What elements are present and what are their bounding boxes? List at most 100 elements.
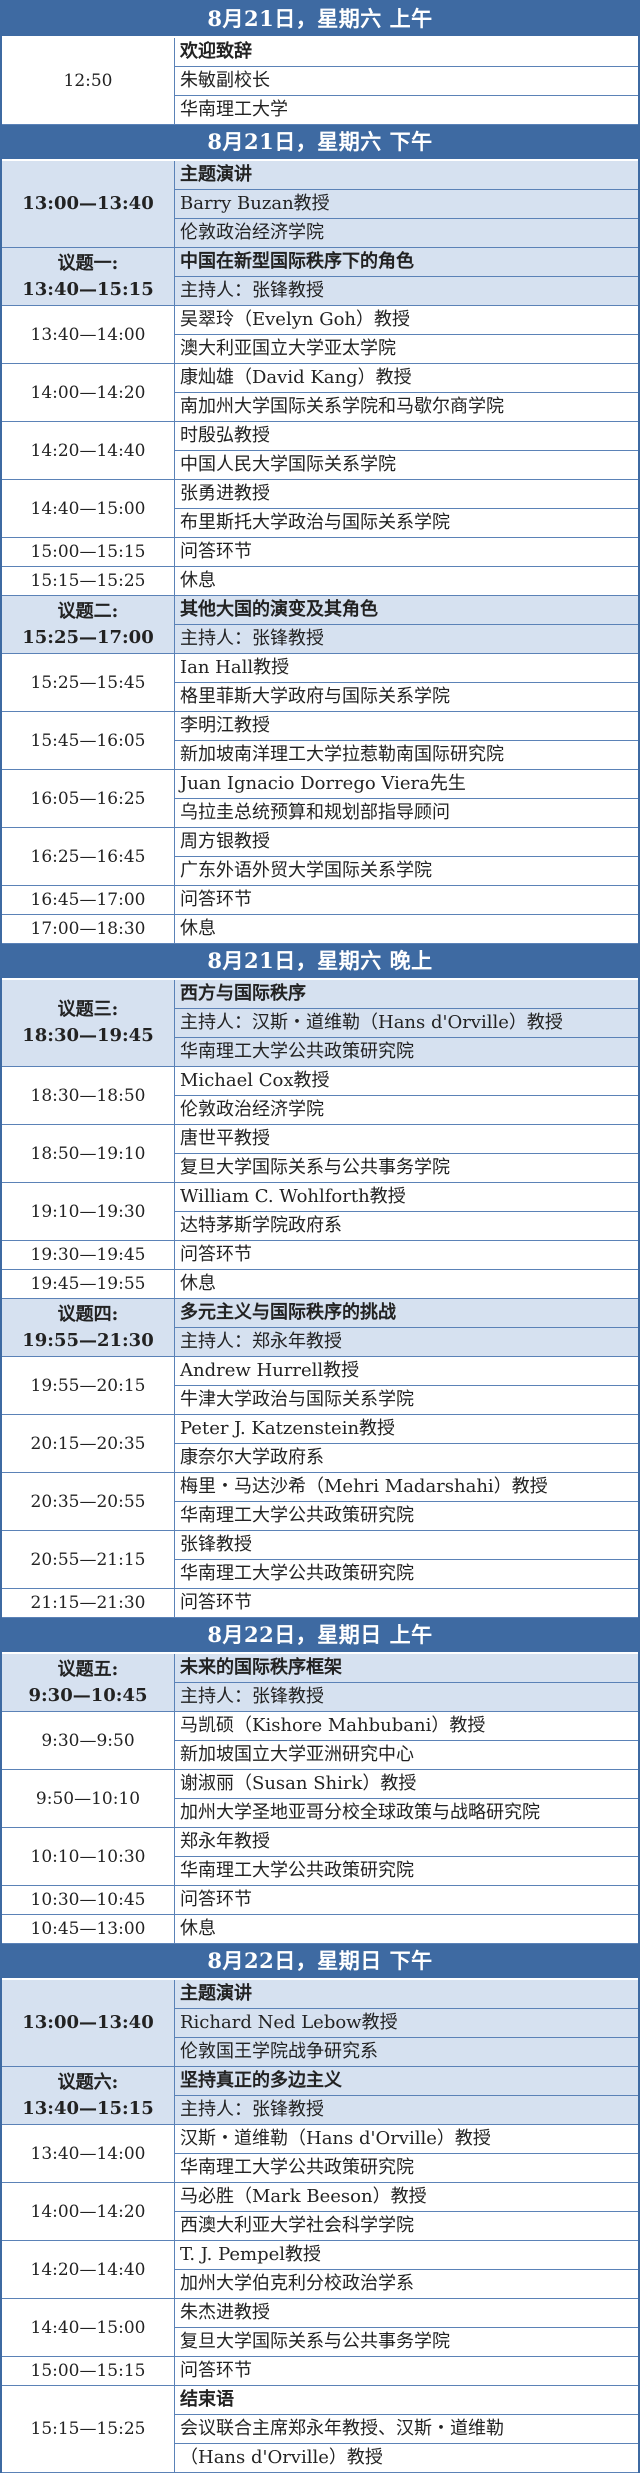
content-cell: 结束语 会议联合主席郑永年教授、汉斯・道维勒 （Hans d'Orville）教授 [175, 2386, 638, 2472]
time-range: 14:40—15:00 [30, 498, 146, 519]
schedule-row: 15:25—15:45 Ian Hall教授 格里菲斯大学政府与国际关系学院 [2, 654, 638, 712]
section-header-text: 8月22日，星期日 下午 [207, 1948, 433, 1973]
content-cell: 朱杰进教授 复旦大学国际关系与公共事务学院 [175, 2299, 638, 2356]
content-cell: 问答环节 [175, 1589, 638, 1617]
time-cell: 14:20—14:40 [2, 422, 175, 479]
schedule-row: 14:00—14:20 马必胜（Mark Beeson）教授 西澳大利亚大学社会科学… [2, 2183, 638, 2241]
time-range: 15:00—15:15 [30, 2361, 146, 2381]
time-cell: 13:00—13:40 [2, 1980, 175, 2066]
session-label: 议题六: [57, 2071, 119, 2093]
session-label: 议题三: [57, 999, 119, 1020]
content-cell: Michael Cox教授 伦敦政治经济学院 [175, 1067, 638, 1124]
entry-detail: 康奈尔大学政府系 [175, 1443, 638, 1472]
entry-title: 马必胜（Mark Beeson）教授 [180, 2186, 427, 2207]
time-range: 15:15—15:25 [30, 571, 146, 591]
time-cell: 10:30—10:45 [2, 1886, 175, 1914]
session-topic-row: 议题三: 18:30—19:45 西方与国际秩序 主持人：汉斯・道维勒（Hans d'… [2, 980, 638, 1067]
content-cell: Ian Hall教授 格里菲斯大学政府与国际关系学院 [175, 654, 638, 711]
time-cell: 14:00—14:20 [2, 2183, 175, 2240]
entry-detail: 澳大利亚国立大学亚太学院 [175, 334, 638, 363]
entry-title: 康灿雄（David Kang）教授 [180, 367, 412, 388]
time-cell: 议题二: 15:25—17:00 [2, 596, 175, 653]
time-range: 10:10—10:30 [30, 1846, 146, 1867]
entry-title: 周方银教授 [180, 831, 270, 852]
entry-title: 问答环节 [180, 2360, 252, 2381]
content-cell: 问答环节 [175, 1886, 638, 1914]
entry-detail: 达特茅斯学院政府系 [175, 1211, 638, 1240]
time-range: 9:50—10:10 [35, 1788, 141, 1809]
entry-title: 欢迎致辞 [180, 41, 252, 62]
time-cell: 14:40—15:00 [2, 2299, 175, 2356]
time-cell: 18:50—19:10 [2, 1125, 175, 1182]
time-cell: 15:25—15:45 [2, 654, 175, 711]
entry-detail: 会议联合主席郑永年教授、汉斯・道维勒 [175, 2414, 638, 2443]
time-cell: 16:45—17:00 [2, 886, 175, 914]
entry-detail: 新加坡南洋理工大学拉惹勒南国际研究院 [175, 740, 638, 769]
entry-title: 结束语 [180, 2389, 234, 2410]
time-range: 13:40—15:15 [22, 2097, 154, 2119]
schedule-row: 14:00—14:20 康灿雄（David Kang）教授 南加州大学国际关系学院和… [2, 364, 638, 422]
time-cell: 14:40—15:00 [2, 480, 175, 537]
time-cell: 15:15—15:25 [2, 2386, 175, 2472]
entry-title: 朱杰进教授 [180, 2302, 270, 2323]
content-cell: 问答环节 [175, 886, 638, 914]
entry-title: 李明江教授 [180, 715, 270, 736]
content-cell: 欢迎致辞 朱敏副校长 华南理工大学 [175, 38, 638, 124]
content-cell: 谢淑丽（Susan Shirk）教授 加州大学圣地亚哥分校全球政策与战略研究院 [175, 1770, 638, 1827]
time-cell: 16:25—16:45 [2, 828, 175, 885]
entry-title: 未来的国际秩序框架 [180, 1657, 342, 1678]
time-cell: 13:40—14:00 [2, 2125, 175, 2182]
time-cell: 15:00—15:15 [2, 2357, 175, 2385]
content-cell: 郑永年教授 华南理工大学公共政策研究院 [175, 1828, 638, 1885]
time-cell: 13:40—14:00 [2, 306, 175, 363]
time-cell: 议题三: 18:30—19:45 [2, 980, 175, 1066]
time-cell: 议题五: 9:30—10:45 [2, 1654, 175, 1711]
entry-title: 休息 [180, 1273, 216, 1294]
entry-title: 中国在新型国际秩序下的角色 [180, 251, 414, 272]
content-cell: 李明江教授新加坡南洋理工大学拉惹勒南国际研究院 [175, 712, 638, 769]
content-cell: Andrew Hurrell教授牛津大学政治与国际关系学院 [175, 1357, 638, 1414]
entry-detail: 复旦大学国际关系与公共事务学院 [175, 1153, 638, 1182]
entry-detail: Richard Ned Lebow教授 [175, 2008, 638, 2037]
content-cell: 休息 [175, 1915, 638, 1943]
section-header-text: 8月21日，星期六 晚上 [207, 948, 433, 973]
entry-detail: 华南理工大学公共政策研究院 [175, 1856, 638, 1885]
time-range: 18:50—19:10 [30, 1143, 146, 1164]
schedule-row: 15:00—15:15 问答环节 [2, 2357, 638, 2386]
entry-detail: 布里斯托大学政治与国际关系学院 [175, 508, 638, 537]
content-cell: 吴翠玲（Evelyn Goh）教授 澳大利亚国立大学亚太学院 [175, 306, 638, 363]
schedule-row: 20:35—20:55 梅里・马达沙希（Mehri Madarshahi）教授 华南… [2, 1473, 638, 1531]
entry-title: 谢淑丽（Susan Shirk）教授 [180, 1773, 417, 1794]
content-cell: 中国在新型国际秩序下的角色 主持人：张锋教授 [175, 248, 638, 305]
time-cell: 18:30—18:50 [2, 1067, 175, 1124]
entry-detail: 中国人民大学国际关系学院 [175, 450, 638, 479]
time-range: 14:00—14:20 [30, 2201, 146, 2222]
time-cell: 19:45—19:55 [2, 1270, 175, 1298]
entry-title: Andrew Hurrell教授 [180, 1360, 360, 1381]
content-cell: 时殷弘教授 中国人民大学国际关系学院 [175, 422, 638, 479]
session-topic-row: 议题二: 15:25—17:00 其他大国的演变及其角色 主持人：张锋教授 [2, 596, 638, 654]
time-cell: 9:30—9:50 [2, 1712, 175, 1769]
content-cell: William C. Wohlforth教授 达特茅斯学院政府系 [175, 1183, 638, 1240]
time-cell: 15:15—15:25 [2, 567, 175, 595]
content-cell: 休息 [175, 567, 638, 595]
content-cell: Peter J. Katzenstein教授康奈尔大学政府系 [175, 1415, 638, 1472]
content-cell: 唐世平教授 复旦大学国际关系与公共事务学院 [175, 1125, 638, 1182]
schedule-row: 20:55—21:15 张锋教授 华南理工大学公共政策研究院 [2, 1531, 638, 1589]
schedule-row: 15:15—15:25 休息 [2, 567, 638, 596]
entry-title: Peter J. Katzenstein教授 [180, 1418, 396, 1439]
time-range: 15:00—15:15 [30, 542, 146, 562]
time-cell: 19:55—20:15 [2, 1357, 175, 1414]
content-cell: 马必胜（Mark Beeson）教授 西澳大利亚大学社会科学学院 [175, 2183, 638, 2240]
time-range: 9:30—9:50 [41, 1730, 135, 1751]
entry-title: 张勇进教授 [180, 483, 270, 504]
entry-detail: 牛津大学政治与国际关系学院 [175, 1385, 638, 1414]
time-range: 15:15—15:25 [30, 2419, 146, 2439]
time-range: 13:40—14:00 [30, 324, 146, 345]
time-cell: 12:50 [2, 38, 175, 124]
entry-title: 问答环节 [180, 1889, 252, 1910]
entry-title: 问答环节 [180, 1244, 252, 1265]
entry-detail: 主持人：汉斯・道维勒（Hans d'Orville）教授 [175, 1008, 638, 1037]
entry-detail: 主持人：张锋教授 [175, 1682, 638, 1711]
